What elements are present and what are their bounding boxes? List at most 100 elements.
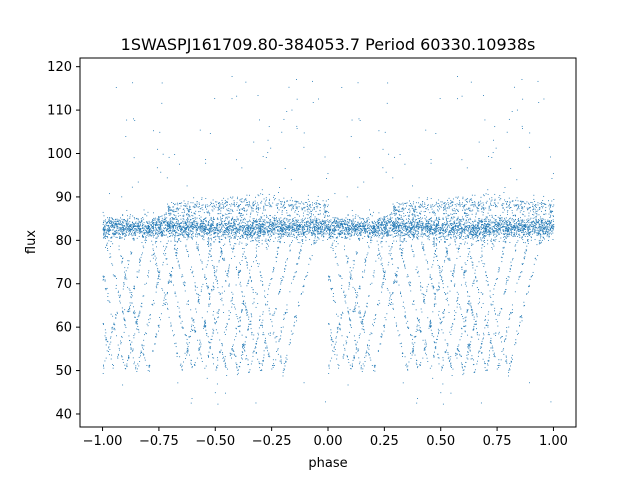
data-point [139,230,141,232]
data-point [403,233,405,235]
data-point [545,232,546,234]
data-point [255,221,257,223]
data-point [142,225,144,227]
data-point [238,222,240,224]
data-point [361,225,363,227]
data-point [242,225,244,226]
data-point [283,223,285,225]
data-point [343,230,345,232]
data-point [385,216,387,218]
data-point [394,221,396,223]
data-point [315,220,317,221]
data-point [115,218,117,220]
data-point [201,230,203,232]
data-point [141,231,143,233]
data-point [551,220,552,222]
data-point [541,226,543,228]
data-point [214,232,216,234]
data-point [277,222,278,224]
data-point [199,219,201,221]
data-point [545,231,547,233]
data-point [347,233,349,235]
data-point [521,221,523,223]
data-point [172,228,174,230]
data-point [365,229,367,230]
data-point [108,224,110,226]
data-point [159,224,161,226]
data-point [151,226,153,228]
data-point [341,225,343,227]
data-point [403,222,405,224]
data-point [419,223,421,225]
data-point [476,225,478,227]
data-point [262,225,264,227]
data-point [153,218,155,220]
data-point [512,227,514,229]
data-point [134,222,136,224]
data-point [262,219,264,221]
data-point [385,226,387,227]
data-point [263,233,265,235]
data-point [552,232,554,234]
data-point [327,220,329,222]
data-point [539,229,541,231]
data-point [304,231,306,233]
data-point [374,223,376,225]
data-point [143,231,145,233]
data-point [231,219,232,221]
data-point [440,232,442,233]
data-point [470,228,472,230]
data-point [443,230,445,232]
data-point [211,219,212,221]
data-point [504,217,505,219]
data-point [394,226,396,227]
data-point [142,234,143,236]
data-point [125,233,126,235]
data-point [311,232,312,233]
data-point [242,235,244,236]
data-point [539,233,541,234]
data-point [184,229,186,231]
data-point [299,225,301,227]
data-point [293,234,295,236]
data-point [107,217,109,219]
data-point [537,221,539,223]
data-point [508,227,510,229]
data-point [333,230,335,231]
data-point [460,233,462,235]
data-point [199,226,201,228]
data-point [500,227,502,229]
data-point [313,242,315,244]
data-point [449,220,451,222]
data-point [438,241,440,242]
data-point [462,228,464,230]
data-point [232,229,234,231]
data-point [503,224,504,226]
data-point [332,222,334,223]
data-point [156,224,157,226]
data-point [519,230,521,232]
data-point [416,236,417,238]
data-point [143,209,145,211]
data-point [114,223,116,225]
data-point [175,225,177,227]
data-point [534,221,535,223]
data-point [542,231,544,233]
data-point [410,231,412,233]
data-point [138,229,140,231]
data-point [344,219,345,221]
data-point [109,229,111,231]
data-point [235,243,237,245]
data-point [221,220,223,222]
data-point [255,232,257,234]
data-point [411,233,413,235]
data-point [326,224,328,226]
data-point [191,222,193,224]
data-point [121,237,123,239]
data-point [523,230,525,232]
data-point [115,223,117,225]
data-point [127,223,129,225]
data-point [196,217,198,219]
data-point [435,227,437,229]
data-point [427,238,429,240]
